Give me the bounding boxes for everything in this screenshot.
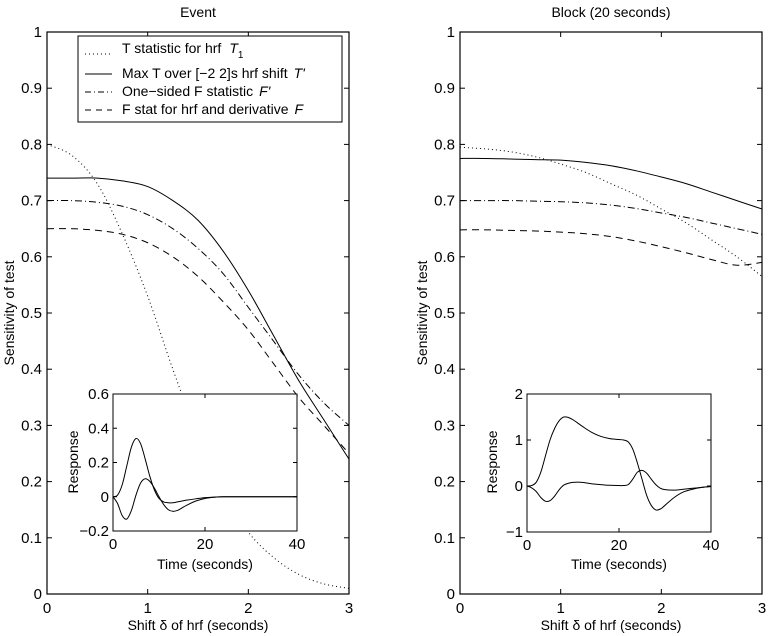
event-inset-xtick-label: 40 <box>289 536 306 553</box>
legend-label-3: F stat for hrf and derivative F <box>122 101 305 117</box>
event-curves <box>46 143 350 589</box>
block-inset-ytick-label: 2 <box>515 386 523 403</box>
block-inset-series-temporal-derivative <box>526 469 712 502</box>
block-inset-series-hrf <box>526 416 712 511</box>
event-ytick-label: 0.6 <box>21 249 42 266</box>
event-xtick-label: 3 <box>345 600 353 617</box>
event-ytick-label: 0.4 <box>21 361 42 378</box>
block-series-dashed <box>459 229 763 266</box>
block-series-dashdot <box>460 200 763 235</box>
event-panel: Event 0 1 2 300.10.20.30.40.50.60.70.80.91 … <box>1 4 353 633</box>
event-inset-ylabel: Response <box>65 430 81 493</box>
event-ytick-label: 0.5 <box>21 305 42 322</box>
legend: T statistic for hrf T1 Max T over [−2 2]s… <box>77 35 343 123</box>
event-inset-xtick-label: 0 <box>109 536 117 553</box>
event-series-dotted <box>46 143 350 589</box>
event-series-solid <box>47 177 350 460</box>
block-ytick-label: 0.5 <box>434 305 455 322</box>
block-ytick-label: 0.9 <box>434 80 455 97</box>
legend-box <box>77 35 343 123</box>
event-inset-ytick-label: 0.4 <box>88 420 109 437</box>
block-inset-ytick-label: 0 <box>515 478 523 495</box>
block-inset-xlabel: Time (seconds) <box>571 556 667 572</box>
block-ticks: 0 1 2 3 0 0.1 0.2 0.3 0.4 0.5 0.6 0.7 0.8 0.9 1 <box>434 24 766 617</box>
event-inset-ytick-label: 0 <box>101 489 109 506</box>
event-ylabel: Sensitivity of test <box>1 260 17 365</box>
event-inset-ytick-label: −0.2 <box>79 523 109 540</box>
block-ytick-label: 1 <box>447 24 455 41</box>
event-ytick-label: 0.1 <box>21 530 42 547</box>
block-xlabel: Shift δ of hrf (seconds) <box>541 617 682 633</box>
event-series-dashdot <box>46 199 350 426</box>
block-ytick-label: 0.4 <box>434 361 455 378</box>
block-ylabel: Sensitivity of test <box>414 260 430 365</box>
block-inset-ytick-label: −1 <box>506 524 523 541</box>
block-curves <box>459 146 763 277</box>
event-series-dashed <box>46 228 350 454</box>
event-ytick-label: 0 <box>34 586 42 603</box>
block-inset-xtick-label: 20 <box>611 537 628 554</box>
event-ytick-label: 0.7 <box>21 193 42 210</box>
event-ytick-label: 0.3 <box>21 417 42 434</box>
block-inset-curves <box>526 416 712 511</box>
block-ytick-label: 0.8 <box>434 136 455 153</box>
event-ytick-label: 0.2 <box>21 474 42 491</box>
event-inset-ytick-label: 0.6 <box>88 386 109 403</box>
event-inset-ytick-label: 0.2 <box>88 455 109 472</box>
event-xtick-label: 2 <box>244 600 252 617</box>
event-xtick-label: 0 <box>43 600 51 617</box>
block-series-solid <box>459 157 763 210</box>
event-inset: 0 20 40−0.200.20.40.6 Response Time (secon… <box>65 386 305 572</box>
event-ytick-label: 0.8 <box>21 136 42 153</box>
event-inset-curves <box>112 437 297 520</box>
block-inset-xtick-label: 40 <box>703 537 720 554</box>
block-ytick-label: 0.3 <box>434 417 455 434</box>
event-title: Event <box>180 4 216 20</box>
event-ytick-label: 0.9 <box>21 80 42 97</box>
block-xtick-label: 3 <box>758 600 766 617</box>
event-xtick-label: 1 <box>143 600 151 617</box>
block-panel: Block (20 seconds) 0 1 2 300.10.20.30.40.50… <box>414 4 766 633</box>
event-inset-xtick-label: 20 <box>197 536 214 553</box>
legend-label-1: Max T over [−2 2]s hrf shift T' <box>122 65 306 81</box>
legend-label-0: T statistic for hrf T1 <box>122 40 244 61</box>
event-xlabel: Shift δ of hrf (seconds) <box>128 617 269 633</box>
block-ytick-label: 0.1 <box>434 530 455 547</box>
block-ytick-label: 0.7 <box>434 193 455 210</box>
block-ytick-label: 0.2 <box>434 474 455 491</box>
block-inset-ytick-label: 1 <box>515 432 523 449</box>
event-ytick-label: 1 <box>34 24 42 41</box>
event-ticks: 0 1 2 3 0 0.1 0.2 0.3 0.4 0.5 0.6 0.7 0.8 0.9 1 <box>21 24 353 617</box>
block-xtick-label: 2 <box>657 600 665 617</box>
block-series-dotted <box>459 146 763 277</box>
block-inset-bg <box>527 394 711 532</box>
event-inset-series-temporal-derivative <box>112 478 297 520</box>
legend-label-2: One−sided F statistic F' <box>122 83 272 99</box>
block-xtick-label: 1 <box>556 600 564 617</box>
event-inset-bg <box>113 394 297 531</box>
block-ytick-label: 0.6 <box>434 249 455 266</box>
event-inset-ticks: 0 20 40−0.200.20.40.6 <box>79 386 305 553</box>
block-xtick-label: 0 <box>456 600 464 617</box>
block-inset-ylabel: Response <box>484 430 500 493</box>
event-inset-xlabel: Time (seconds) <box>157 556 253 572</box>
block-ytick-label: 0 <box>447 586 455 603</box>
block-inset-xtick-label: 0 <box>523 537 531 554</box>
block-title: Block (20 seconds) <box>551 4 670 20</box>
